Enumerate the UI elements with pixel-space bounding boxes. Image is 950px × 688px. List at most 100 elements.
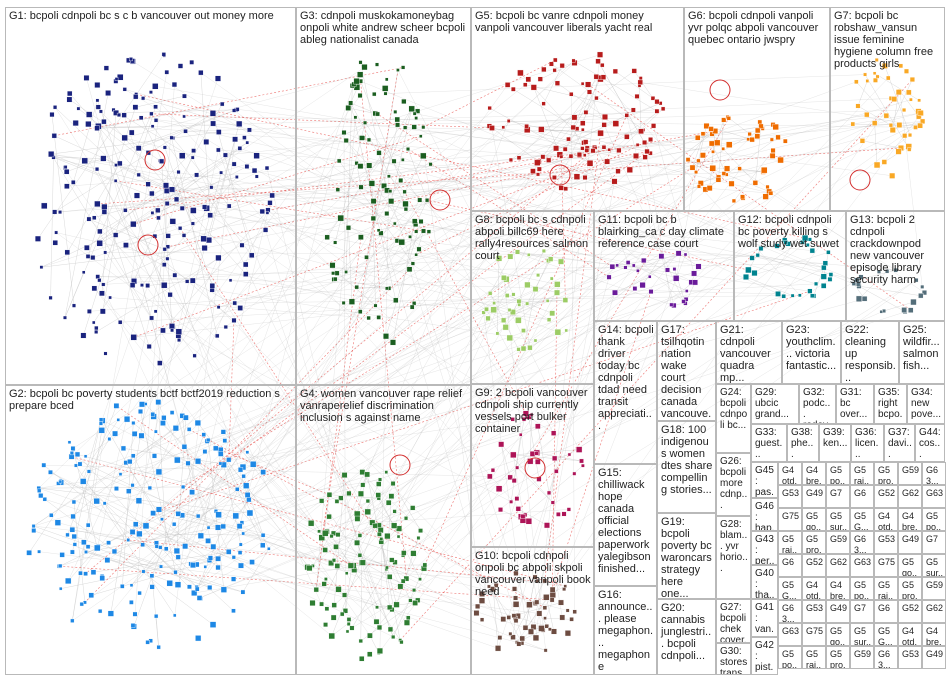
node — [898, 63, 904, 69]
node — [417, 197, 423, 203]
tiny-group-label: G5 go... — [806, 511, 822, 531]
edge — [185, 109, 905, 132]
node — [700, 131, 706, 137]
edge — [218, 149, 394, 638]
edge — [403, 181, 615, 582]
edge — [587, 84, 911, 311]
edge — [518, 284, 558, 321]
node — [113, 109, 119, 116]
node — [182, 93, 187, 99]
edge — [124, 74, 361, 139]
tiny-group-label: G4 bre... — [806, 465, 822, 485]
node — [189, 59, 195, 65]
node — [331, 271, 336, 276]
node — [231, 317, 237, 323]
edge — [536, 452, 582, 462]
edge — [242, 230, 424, 468]
node — [564, 328, 568, 333]
edge — [158, 132, 345, 219]
edge — [38, 488, 499, 649]
node — [241, 531, 245, 536]
node — [128, 129, 135, 136]
edge — [394, 301, 520, 512]
node — [319, 498, 325, 504]
node — [415, 108, 421, 114]
node — [495, 331, 500, 336]
node — [376, 150, 382, 156]
node — [329, 534, 334, 539]
node — [419, 134, 423, 138]
edge — [607, 155, 637, 162]
edge — [160, 130, 716, 548]
node — [749, 255, 755, 261]
edge — [369, 609, 393, 636]
node — [132, 104, 139, 111]
node — [324, 606, 330, 612]
node — [909, 97, 913, 102]
node — [478, 597, 486, 604]
edge — [331, 580, 404, 637]
edge — [573, 60, 658, 112]
group-panel-g2: G2: bcpoli bc poverty students bctf bctf… — [5, 385, 296, 675]
node — [420, 152, 427, 160]
edge — [366, 474, 401, 641]
group-label-g25: G25: wildfir... salmon fish... — [903, 324, 940, 372]
node — [402, 200, 409, 208]
node — [581, 463, 585, 468]
node — [84, 244, 90, 251]
node — [388, 198, 395, 205]
edge — [217, 527, 547, 627]
node — [226, 457, 232, 463]
group-panel-g1: G1: bcpoli cdnpoli bc s c b vancouver ou… — [5, 7, 296, 385]
node — [548, 61, 554, 67]
node — [54, 519, 61, 526]
node — [205, 538, 211, 544]
edge — [483, 312, 527, 629]
node — [551, 455, 558, 461]
group-panel-g10: G10: bcpoli cdnpoli onpoli bc abpoli skp… — [471, 547, 594, 675]
edge — [663, 98, 892, 109]
node — [747, 131, 752, 137]
node — [353, 78, 360, 85]
node — [207, 555, 214, 561]
node — [385, 565, 389, 570]
node — [353, 115, 358, 120]
node — [889, 172, 896, 179]
node — [231, 576, 237, 582]
node — [507, 308, 512, 312]
node — [550, 500, 555, 505]
edge — [565, 171, 619, 189]
node — [376, 315, 381, 320]
node — [612, 289, 618, 296]
node — [549, 310, 556, 317]
edge — [615, 71, 654, 99]
edge — [481, 461, 531, 595]
node — [397, 583, 404, 590]
node — [54, 230, 59, 235]
edge — [223, 156, 572, 465]
node — [546, 317, 552, 322]
node — [153, 309, 158, 314]
edge — [357, 483, 394, 519]
node — [49, 112, 55, 118]
node — [896, 122, 903, 128]
tiny-group-cell: G6 3... — [922, 462, 946, 485]
node — [191, 589, 198, 597]
node — [219, 170, 223, 175]
node — [506, 119, 511, 123]
group-panel-g24: G24: bcpoli cdnpoli bc... — [716, 384, 751, 453]
edge — [85, 526, 224, 553]
edge — [405, 127, 712, 135]
edge — [367, 452, 537, 513]
tiny-group-label: G5 G... — [782, 580, 797, 600]
edge — [199, 476, 490, 599]
edge — [228, 551, 332, 637]
node — [238, 562, 244, 569]
node — [826, 250, 831, 255]
tiny-group-cell: G4 otd... — [898, 623, 922, 646]
node — [888, 123, 894, 128]
edge — [332, 237, 362, 266]
node — [345, 225, 352, 231]
edge — [513, 602, 562, 616]
node — [126, 538, 131, 542]
